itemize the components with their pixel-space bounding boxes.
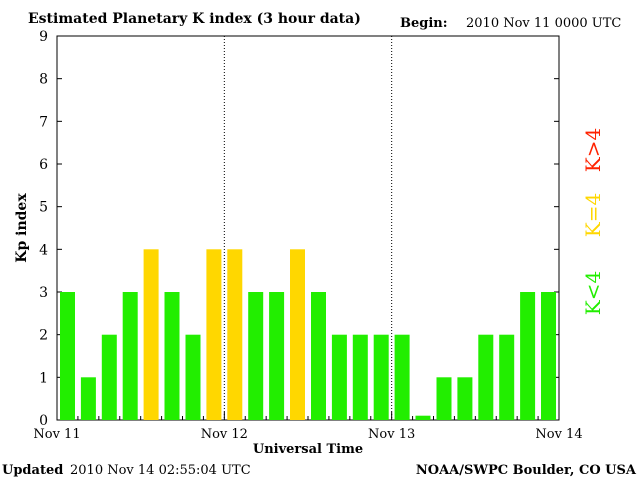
y-axis-label: Kp index — [14, 193, 30, 263]
legend-k-less-4: K<4 — [581, 271, 605, 315]
x-tick-label: Nov 12 — [201, 427, 248, 442]
y-tick-label: 9 — [39, 29, 48, 45]
kp-bar — [541, 292, 556, 420]
day-separators — [223, 36, 393, 420]
kp-bar — [457, 377, 473, 420]
kp-bar — [352, 334, 368, 420]
y-tick-label: 8 — [39, 72, 48, 88]
x-axis: Nov 11 Nov 12 Nov 13 Nov 14 — [33, 412, 583, 442]
x-tick-label: Nov 11 — [33, 427, 80, 442]
kp-bar — [520, 292, 536, 420]
begin-value: 2010 Nov 11 0000 UTC — [466, 16, 621, 31]
kp-bar — [227, 249, 243, 420]
kp-bar — [415, 415, 431, 420]
source-credit: NOAA/SWPC Boulder, CO USA — [416, 463, 637, 478]
bar-series — [60, 249, 556, 420]
kp-bar — [185, 334, 201, 420]
kp-bar — [436, 377, 452, 420]
kp-bar — [164, 292, 180, 420]
kp-bar — [394, 334, 410, 420]
kp-bar — [269, 292, 285, 420]
y-tick-label: 2 — [39, 328, 48, 344]
kp-bar — [122, 292, 138, 420]
updated-value: 2010 Nov 14 02:55:04 UTC — [70, 463, 251, 478]
y-tick-label: 5 — [39, 200, 48, 216]
kp-bar — [80, 377, 96, 420]
legend-k-equal-4: K=4 — [581, 193, 605, 237]
legend-k-greater-4: K>4 — [581, 128, 605, 172]
y-tick-label: 3 — [39, 285, 48, 301]
kp-bar — [499, 334, 515, 420]
kp-bar — [331, 334, 347, 420]
chart-title: Estimated Planetary K index (3 hour data… — [28, 11, 361, 27]
x-tick-label: Nov 14 — [535, 427, 582, 442]
plot-area — [56, 35, 560, 421]
kp-bar — [373, 334, 389, 420]
y-tick-label: 0 — [39, 413, 48, 429]
x-axis-label: Universal Time — [253, 442, 363, 457]
y-tick-label: 7 — [39, 114, 48, 130]
kp-bar — [290, 249, 305, 420]
updated-label: Updated — [2, 463, 63, 478]
kp-bar — [311, 292, 326, 420]
y-tick-label: 1 — [39, 370, 48, 386]
kp-bar — [206, 249, 222, 420]
kp-bar — [101, 334, 117, 420]
kp-bar — [143, 249, 159, 420]
y-tick-label: 6 — [39, 157, 48, 173]
kp-bar — [248, 292, 264, 420]
y-tick-label: 4 — [39, 242, 48, 258]
begin-label: Begin: — [400, 16, 448, 31]
x-tick-label: Nov 13 — [368, 427, 415, 442]
kp-bar — [478, 334, 494, 420]
kp-bar — [60, 292, 75, 420]
